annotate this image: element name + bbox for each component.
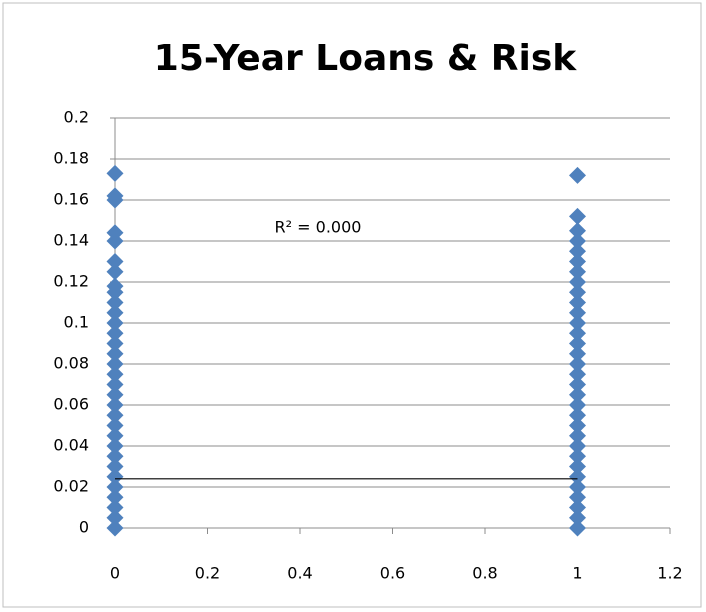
point [569,468,586,486]
point [569,519,586,537]
point [106,427,124,445]
point [106,478,124,496]
point [569,447,586,465]
point [569,283,586,301]
x-tick-label: 0.6 [380,564,405,583]
point [569,232,586,250]
x-tick-label: 0.4 [287,564,312,583]
point [569,253,586,270]
point [569,499,586,516]
y-tick-label: 0.04 [53,436,89,455]
point [106,324,124,342]
point [569,335,586,352]
point [569,222,586,240]
point [569,509,586,527]
point [106,447,124,465]
point [569,304,586,322]
point [106,187,124,205]
point [569,376,586,393]
point [569,207,586,225]
point [106,314,124,332]
point [106,294,124,311]
point [569,242,586,260]
y-tick-label: 0.08 [53,354,89,373]
point [569,355,586,373]
point [106,224,124,242]
y-tick-label: 0 [79,518,89,537]
x-tick-label: 1 [572,564,582,583]
x-tick-label: 0.2 [195,564,220,583]
x-tick-label: 0.8 [472,564,497,583]
y-tick-label: 0.06 [53,395,89,414]
point [106,488,124,506]
point [106,386,124,404]
point [569,396,586,414]
point [569,458,586,475]
point [106,437,124,455]
y-tick-label: 0.2 [64,108,89,127]
point [569,478,586,496]
x-tick-label: 1.2 [657,564,682,583]
y-tick-label: 0.18 [53,149,89,168]
point [106,355,124,373]
point [569,437,586,455]
point [569,386,586,404]
point [106,509,124,527]
point [106,253,124,270]
point [569,345,586,363]
y-tick-label: 0.16 [53,190,89,209]
point [569,314,586,332]
y-tick-label: 0.12 [53,272,89,291]
point [106,304,124,322]
point [569,406,586,424]
y-tick-label: 0.14 [53,231,89,250]
point [106,164,124,182]
point [569,263,586,281]
point [569,273,586,291]
point [106,468,124,486]
point [106,458,124,475]
x-tick-label: 0 [110,564,120,583]
y-tick-label: 0.1 [64,313,89,332]
point [569,166,586,184]
point [106,365,124,383]
point [569,417,586,434]
point [569,324,586,342]
point [106,335,124,352]
point [106,263,124,281]
point [106,406,124,424]
chart-title: 15-Year Loans & Risk [154,38,577,79]
point [569,365,586,383]
point [569,488,586,506]
point [106,376,124,393]
point [106,277,124,295]
point [569,427,586,445]
point [106,396,124,414]
point [106,519,124,537]
point [106,499,124,516]
point [569,294,586,311]
point [106,345,124,363]
annotation: R² = 0.000 [275,218,362,237]
point [106,417,124,434]
y-tick-label: 0.02 [53,477,89,496]
